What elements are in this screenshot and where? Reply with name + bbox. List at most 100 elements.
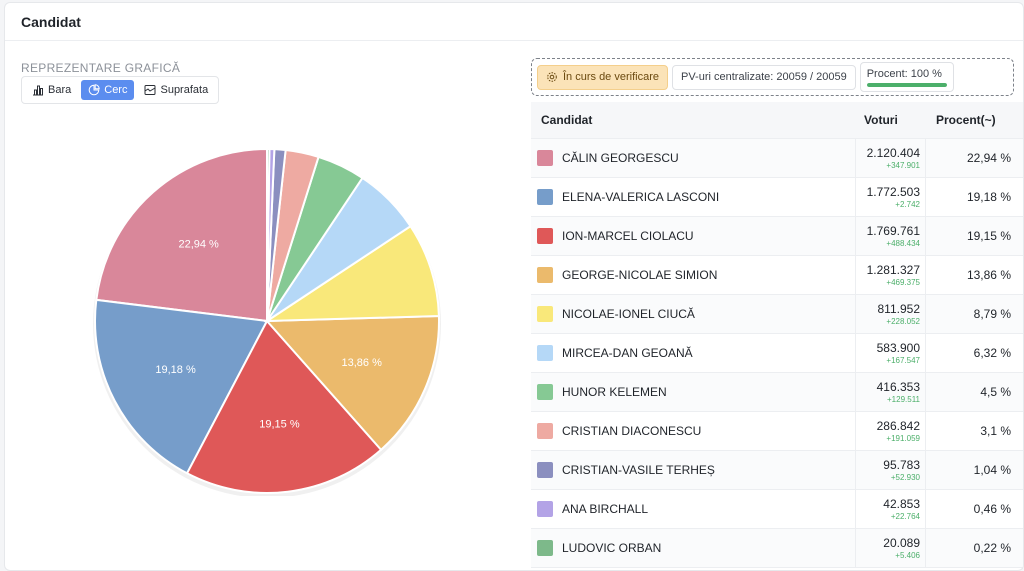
votes-cell: 95.783 +52.930 (856, 451, 926, 489)
percent-value: 13,86 % (966, 268, 1011, 282)
votes-delta: +129.511 (887, 395, 920, 404)
candidate-name: ANA BIRCHALL (562, 502, 649, 516)
table-row: NICOLAE-IONEL CIUCĂ 811.952 +228.052 8,79 % (531, 295, 1023, 334)
votes-value: 416.353 (876, 380, 920, 394)
pv-count-badge: PV-uri centralizate: 20059 / 20059 (671, 64, 856, 90)
candidate-card: Candidat REPREZENTARE GRAFICĂ Bara Cerc … (4, 2, 1024, 571)
color-swatch (537, 384, 553, 400)
chart-type-tabs: Bara Cerc Suprafata (21, 76, 220, 104)
pie-chart-svg: 22,94 % 19,18 % 19,15 % 13,86 % (93, 147, 441, 498)
header-candidate: Candidat (541, 113, 593, 127)
percent-value: 0,22 % (973, 541, 1011, 555)
tab-pie[interactable]: Cerc (81, 80, 135, 100)
votes-cell: 811.952 +228.052 (856, 295, 926, 333)
votes-cell: 2.120.404 +347.901 (856, 139, 926, 177)
percent-progress-track (866, 82, 947, 87)
percent-value: 8,79 % (973, 307, 1011, 321)
pie-slice[interactable] (264, 314, 440, 452)
votes-value: 20.089 (883, 536, 920, 550)
votes-delta: +22.764 (890, 512, 920, 521)
candidate-cell: LUDOVIC ORBAN (531, 529, 856, 567)
verification-status-label: În curs de verificare (563, 71, 659, 83)
percent-value: 22,94 % (966, 151, 1011, 165)
candidate-cell: CĂLIN GEORGESCU (531, 139, 856, 177)
votes-cell: 1.281.327 +469.375 (856, 256, 926, 294)
votes-delta: +488.434 (886, 239, 920, 248)
tab-bar[interactable]: Bara (25, 80, 78, 100)
candidate-cell: CRISTIAN-VASILE TERHEȘ (531, 451, 856, 489)
color-swatch (537, 189, 553, 205)
votes-delta: +191.059 (886, 434, 920, 443)
verification-status-badge: În curs de verificare (537, 64, 668, 90)
pie-slice[interactable] (95, 147, 268, 323)
percent-value: 1,04 % (973, 463, 1011, 477)
table-row: MIRCEA-DAN GEOANĂ 583.900 +167.547 6,32 % (531, 334, 1023, 373)
area-chart-icon (144, 85, 156, 95)
candidate-name: GEORGE-NICOLAE SIMION (562, 268, 718, 282)
color-swatch (537, 462, 553, 478)
votes-value: 583.900 (876, 341, 920, 355)
table-body: CĂLIN GEORGESCU 2.120.404 +347.901 22,94 % E… (531, 139, 1023, 568)
votes-value: 42.853 (883, 497, 920, 511)
candidate-name: MIRCEA-DAN GEOANĂ (562, 346, 693, 360)
pie-slice[interactable] (185, 319, 383, 494)
gear-icon (547, 72, 557, 82)
candidate-cell: ANA BIRCHALL (531, 490, 856, 528)
results-table: Candidat Voturi Procent(~) CĂLIN GEORGES… (531, 102, 1023, 568)
votes-value: 1.772.503 (866, 185, 920, 199)
color-swatch (537, 345, 553, 361)
color-swatch (537, 501, 553, 517)
pie-slice[interactable] (263, 224, 440, 323)
percent-value: 6,32 % (973, 346, 1011, 360)
candidate-cell: CRISTIAN DIACONESCU (531, 412, 856, 450)
pie-slice[interactable] (266, 147, 271, 322)
votes-cell: 20.089 +5.406 (856, 529, 926, 567)
votes-value: 286.842 (876, 419, 920, 433)
table-row: ANA BIRCHALL 42.853 +22.764 0,46 % (531, 490, 1023, 529)
pie-slice-label: 13,86 % (342, 357, 383, 369)
candidate-name: CRISTIAN-VASILE TERHEȘ (562, 463, 715, 477)
candidate-name: ELENA-VALERICA LASCONI (562, 190, 720, 204)
votes-delta: +52.930 (890, 473, 920, 482)
percent-label: Procent: 100 % (866, 67, 942, 80)
candidate-cell: GEORGE-NICOLAE SIMION (531, 256, 856, 294)
votes-delta: +2.742 (895, 200, 920, 209)
tab-area-label: Suprafata (160, 84, 209, 96)
pie-slice[interactable] (94, 298, 269, 475)
votes-cell: 416.353 +129.511 (856, 373, 926, 411)
bar-chart-icon (33, 85, 43, 96)
table-row: CĂLIN GEORGESCU 2.120.404 +347.901 22,94 % (531, 139, 1023, 178)
votes-delta: +167.547 (886, 356, 920, 365)
votes-delta: +469.375 (886, 278, 920, 287)
votes-value: 2.120.404 (866, 146, 920, 160)
color-swatch (537, 228, 553, 244)
tab-area[interactable]: Suprafata (137, 80, 215, 100)
color-swatch (537, 540, 553, 556)
pie-chart-icon (88, 84, 100, 96)
status-bar: În curs de verificare PV-uri centralizat… (531, 58, 1014, 96)
tab-pie-label: Cerc (104, 84, 128, 96)
candidate-cell: HUNOR KELEMEN (531, 373, 856, 411)
votes-delta: +5.406 (895, 551, 920, 560)
candidate-name: LUDOVIC ORBAN (562, 541, 662, 555)
table-row: HUNOR KELEMEN 416.353 +129.511 4,5 % (531, 373, 1023, 412)
card-title: Candidat (5, 3, 1023, 41)
candidate-name: ION-MARCEL CIOLACU (562, 229, 694, 243)
votes-value: 1.769.761 (866, 224, 920, 238)
pie-slice-label: 22,94 % (178, 239, 219, 251)
header-votes: Voturi (864, 113, 898, 127)
chart-section-label: REPREZENTARE GRAFICĂ (21, 61, 181, 75)
table-row: ION-MARCEL CIOLACU 1.769.761 +488.434 19,15… (531, 217, 1023, 256)
percent-value: 0,46 % (973, 502, 1011, 516)
votes-delta: +228.052 (886, 317, 920, 326)
candidate-name: NICOLAE-IONEL CIUCĂ (562, 307, 695, 321)
chart-panel: REPREZENTARE GRAFICĂ Bara Cerc Suprafata… (5, 41, 525, 570)
percent-value: 19,15 % (966, 229, 1011, 243)
votes-cell: 42.853 +22.764 (856, 490, 926, 528)
table-row: CRISTIAN DIACONESCU 286.842 +191.059 3,1 % (531, 412, 1023, 451)
candidate-name: CRISTIAN DIACONESCU (562, 424, 702, 438)
color-swatch (537, 267, 553, 283)
pie-chart: 22,94 % 19,18 % 19,15 % 13,86 % (5, 96, 525, 498)
tab-bar-label: Bara (48, 84, 72, 96)
color-swatch (537, 150, 553, 166)
